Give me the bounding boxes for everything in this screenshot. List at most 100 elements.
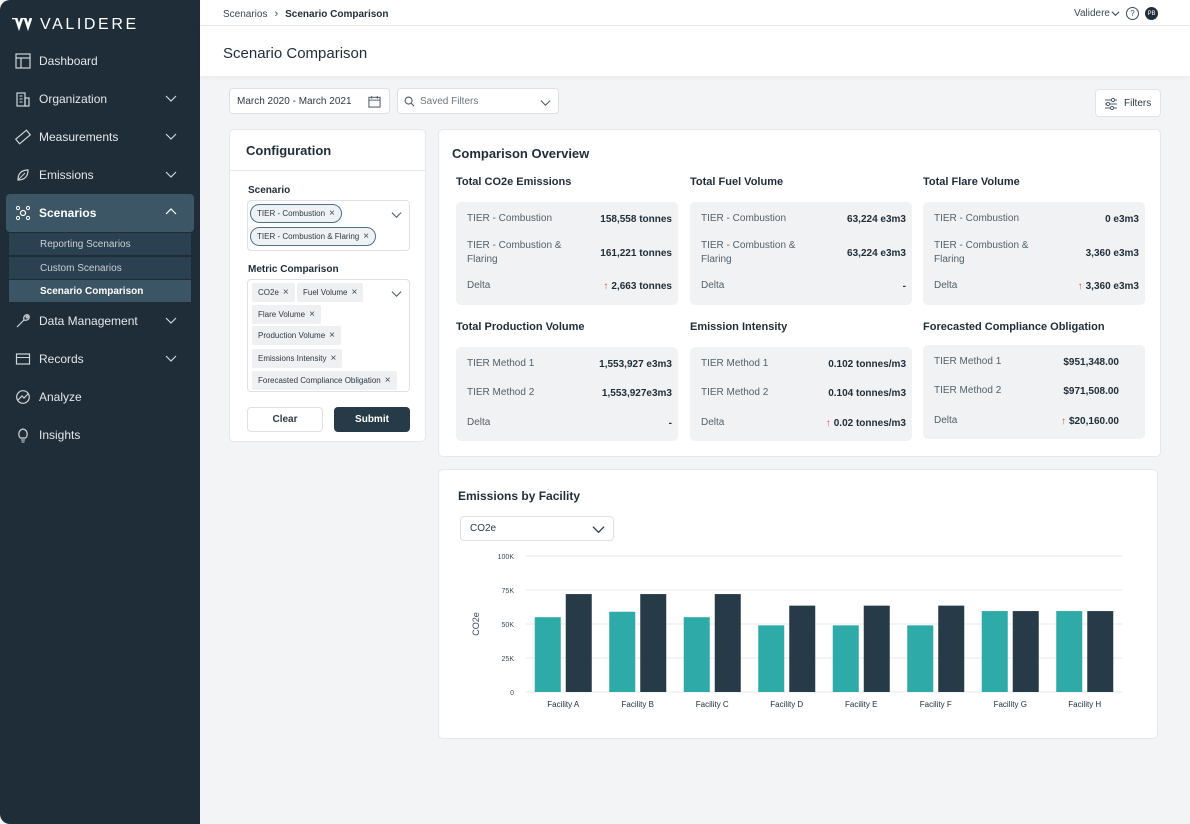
bar-facility-b-series-1 [609, 611, 636, 692]
row-value: 3,360 e3m3 [1085, 247, 1139, 259]
row-name: TIER - Combustion & Flaring [701, 240, 796, 265]
sidebar-item-measurements[interactable]: Measurements [0, 118, 200, 156]
sidebar-item-insights[interactable]: Insights [0, 416, 200, 454]
saved-filters-placeholder: Saved Filters [420, 95, 479, 107]
bar-facility-d-series-2 [789, 605, 816, 692]
sidebar-subitem-reporting-scenarios[interactable]: Reporting Scenarios [9, 233, 191, 255]
date-range-picker[interactable]: March 2020 - March 2021 [229, 88, 390, 114]
chart-metric-select[interactable]: CO2e [460, 516, 614, 541]
delta-label: Delta [934, 280, 958, 291]
sidebar-item-emissions[interactable]: Emissions [0, 156, 200, 194]
metric-title: Emission Intensity [690, 321, 788, 333]
sidebar-item-organization[interactable]: Organization [0, 80, 200, 118]
row-value: $951,348.00 [1063, 356, 1119, 368]
submit-button[interactable]: Submit [334, 407, 410, 432]
bar-facility-f-series-2 [938, 605, 965, 692]
avatar[interactable]: PB [1145, 7, 1158, 20]
validere-logo-icon [12, 18, 32, 32]
chevron-down-icon [165, 133, 177, 140]
delta-value: 3,360 e3m3 [1085, 280, 1139, 292]
bar-facility-h-series-1 [1056, 611, 1083, 692]
sliders-icon [1105, 97, 1117, 111]
metric-chip: Flare Volume × [252, 305, 321, 324]
remove-chip-icon[interactable]: × [329, 208, 335, 219]
delta-label: Delta [467, 280, 491, 291]
metric-chip: Fuel Volume × [297, 283, 364, 302]
remove-chip-icon[interactable]: × [363, 231, 370, 242]
chevron-down-icon [1111, 11, 1120, 17]
metric-row: TIER - Combustion & Flaring 161,221 tonne… [467, 239, 672, 267]
dashboard-icon [14, 52, 32, 70]
saved-filters-select[interactable]: Saved Filters [397, 88, 559, 114]
remove-chip-icon[interactable]: × [330, 353, 337, 364]
leaf-icon [14, 166, 32, 184]
user-menu[interactable]: Validere ? PB [1074, 7, 1158, 20]
chip-label: TIER - Combustion [257, 209, 326, 218]
x-tick-label: Facility G [994, 700, 1027, 709]
y-tick-label: 75K [502, 588, 515, 595]
chevron-down-icon [165, 95, 177, 102]
emissions-by-facility-title: Emissions by Facility [458, 489, 581, 503]
filters-button[interactable]: Filters [1095, 89, 1161, 117]
x-tick-label: Facility F [920, 700, 952, 709]
remove-chip-icon[interactable]: × [282, 287, 289, 298]
sidebar-item-scenarios[interactable]: Scenarios [6, 194, 194, 232]
metric-comparison-select[interactable]: CO2e × Fuel Volume × Flare Volume × Product… [247, 279, 410, 392]
metric-row: TIER Method 2 $971,508.00 [934, 384, 1119, 398]
sidebar-item-label: Insights [39, 428, 81, 442]
sidebar-item-dashboard[interactable]: Dashboard [0, 42, 200, 80]
metric-card-fuel-volume: TIER - Combustion 63,224 e3m3 TIER - Comb… [690, 202, 912, 305]
row-value: 63,224 e3m3 [847, 247, 906, 259]
sidebar-item-records[interactable]: Records [0, 340, 200, 378]
breadcrumb-parent[interactable]: Scenarios [223, 8, 268, 20]
y-tick-label: 100K [498, 554, 515, 561]
scenario-select[interactable]: TIER - Combustion × TIER - Combustion & F… [247, 200, 410, 251]
remove-chip-icon[interactable]: × [384, 375, 391, 386]
row-value: 1,553,927e3m3 [601, 387, 672, 399]
y-tick-label: 25K [502, 656, 515, 663]
chevron-down-icon [165, 317, 177, 324]
scenario-label: Scenario [248, 185, 291, 196]
sidebar-item-label: Measurements [39, 130, 119, 144]
metric-comparison-label: Metric Comparison [248, 264, 339, 275]
metric-row: TIER - Combustion & Flaring 3,360 e3m3 [934, 239, 1139, 267]
sidebar-item-label: Analyze [39, 390, 82, 404]
arrow-up-icon: ↑ [1077, 280, 1083, 292]
x-tick-label: Facility B [622, 700, 654, 709]
help-icon[interactable]: ? [1126, 7, 1139, 20]
sidebar-item-analyze[interactable]: Analyze [0, 378, 200, 416]
remove-chip-icon[interactable]: × [309, 309, 315, 320]
configuration-panel: Configuration Scenario TIER - Combustion… [229, 129, 426, 442]
divider [230, 170, 425, 171]
metric-title: Total Production Volume [456, 321, 585, 333]
sidebar-item-label: Dashboard [39, 54, 98, 68]
org-name[interactable]: Validere [1074, 8, 1110, 19]
breadcrumb-current: Scenario Comparison [285, 8, 389, 20]
delta-label: Delta [701, 417, 725, 428]
remove-chip-icon[interactable]: × [351, 287, 358, 298]
clear-button[interactable]: Clear [247, 407, 323, 432]
chevron-down-icon [592, 526, 605, 534]
comparison-overview-title: Comparison Overview [452, 146, 590, 161]
row-value: 0.104 tonnes/m3 [828, 387, 906, 399]
row-value: 63,224 e3m3 [847, 213, 906, 225]
sidebar-subitem-scenario-comparison[interactable]: Scenario Comparison [9, 280, 191, 302]
metric-row: Delta - [701, 279, 906, 293]
sidebar-subitem-custom-scenarios[interactable]: Custom Scenarios [9, 257, 191, 279]
bar-facility-d-series-1 [758, 625, 785, 692]
sidebar-item-data-management[interactable]: Data Management [0, 302, 200, 340]
brand-name: VALIDERE [40, 16, 139, 33]
delta-value: - [668, 417, 672, 429]
bar-facility-b-series-2 [640, 594, 667, 692]
remove-chip-icon[interactable]: × [329, 330, 335, 341]
metric-chip: Emissions Intensity × [252, 349, 343, 368]
brand-logo[interactable]: VALIDERE [12, 16, 139, 34]
metric-card-co2e: TIER - Combustion 158,558 tonnes TIER - C… [456, 202, 678, 305]
page-header: Scenario Comparison [200, 26, 1190, 76]
chip-label: Flare Volume [258, 310, 306, 319]
chevron-down-icon[interactable] [391, 209, 402, 220]
records-icon [14, 350, 32, 368]
date-range-value: March 2020 - March 2021 [237, 95, 352, 107]
chevron-down-icon[interactable] [391, 288, 402, 299]
arrow-up-icon: ↑ [603, 280, 609, 292]
